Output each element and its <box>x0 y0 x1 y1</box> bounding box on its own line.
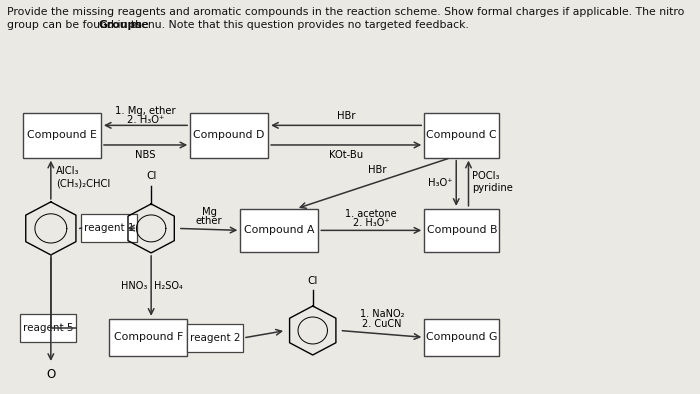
Text: O: O <box>46 368 55 381</box>
Text: menu. Note that this question provides no targeted feedback.: menu. Note that this question provides n… <box>127 20 468 30</box>
Text: Cl: Cl <box>146 171 156 181</box>
Text: NBS: NBS <box>135 150 156 160</box>
Bar <box>23 113 101 158</box>
Text: 1. NaNO₂: 1. NaNO₂ <box>360 309 404 319</box>
Text: Compound C: Compound C <box>426 130 497 140</box>
Text: AlCl₃: AlCl₃ <box>57 166 80 176</box>
Text: pyridine: pyridine <box>472 183 512 193</box>
Text: HBr: HBr <box>337 111 356 121</box>
Text: Groups: Groups <box>98 20 142 30</box>
Text: 1. Mg, ether: 1. Mg, ether <box>116 106 176 115</box>
Bar <box>20 314 76 342</box>
Text: H₃O⁺: H₃O⁺ <box>428 178 453 188</box>
Text: Provide the missing reagents and aromatic compounds in the reaction scheme. Show: Provide the missing reagents and aromati… <box>8 7 685 17</box>
Text: H₂SO₄: H₂SO₄ <box>155 281 183 291</box>
Text: 2. CuCN: 2. CuCN <box>362 318 402 329</box>
Bar <box>424 209 499 252</box>
Bar <box>188 324 243 352</box>
Bar <box>424 113 499 158</box>
Text: HNO₃: HNO₃ <box>121 281 148 291</box>
Text: Compound F: Compound F <box>113 333 183 342</box>
Text: reagent 5: reagent 5 <box>23 323 74 333</box>
Text: Compound E: Compound E <box>27 130 97 140</box>
Text: group can be found in the: group can be found in the <box>8 20 153 30</box>
Text: reagent 2: reagent 2 <box>190 333 241 343</box>
Text: 2. H₃O⁺: 2. H₃O⁺ <box>353 218 390 229</box>
Bar <box>190 113 268 158</box>
Text: Compound A: Compound A <box>244 225 314 235</box>
Text: KOt-Bu: KOt-Bu <box>329 150 363 160</box>
Text: ether: ether <box>196 216 223 227</box>
Text: Compound G: Compound G <box>426 333 498 342</box>
Bar <box>424 319 499 356</box>
Text: Compound D: Compound D <box>193 130 265 140</box>
Text: Compound B: Compound B <box>426 225 497 235</box>
Text: Mg: Mg <box>202 207 216 217</box>
Text: (CH₃)₂CHCI: (CH₃)₂CHCI <box>57 179 111 189</box>
Bar <box>109 319 188 356</box>
Text: reagent 1: reagent 1 <box>84 223 134 233</box>
Text: 1. acetone: 1. acetone <box>345 208 397 219</box>
Text: POCl₃: POCl₃ <box>472 171 499 181</box>
Text: 2. H₃O⁺: 2. H₃O⁺ <box>127 115 164 125</box>
Text: Cl: Cl <box>307 275 318 286</box>
Text: HBr: HBr <box>368 165 386 175</box>
Bar <box>240 209 318 252</box>
Bar <box>81 214 137 242</box>
